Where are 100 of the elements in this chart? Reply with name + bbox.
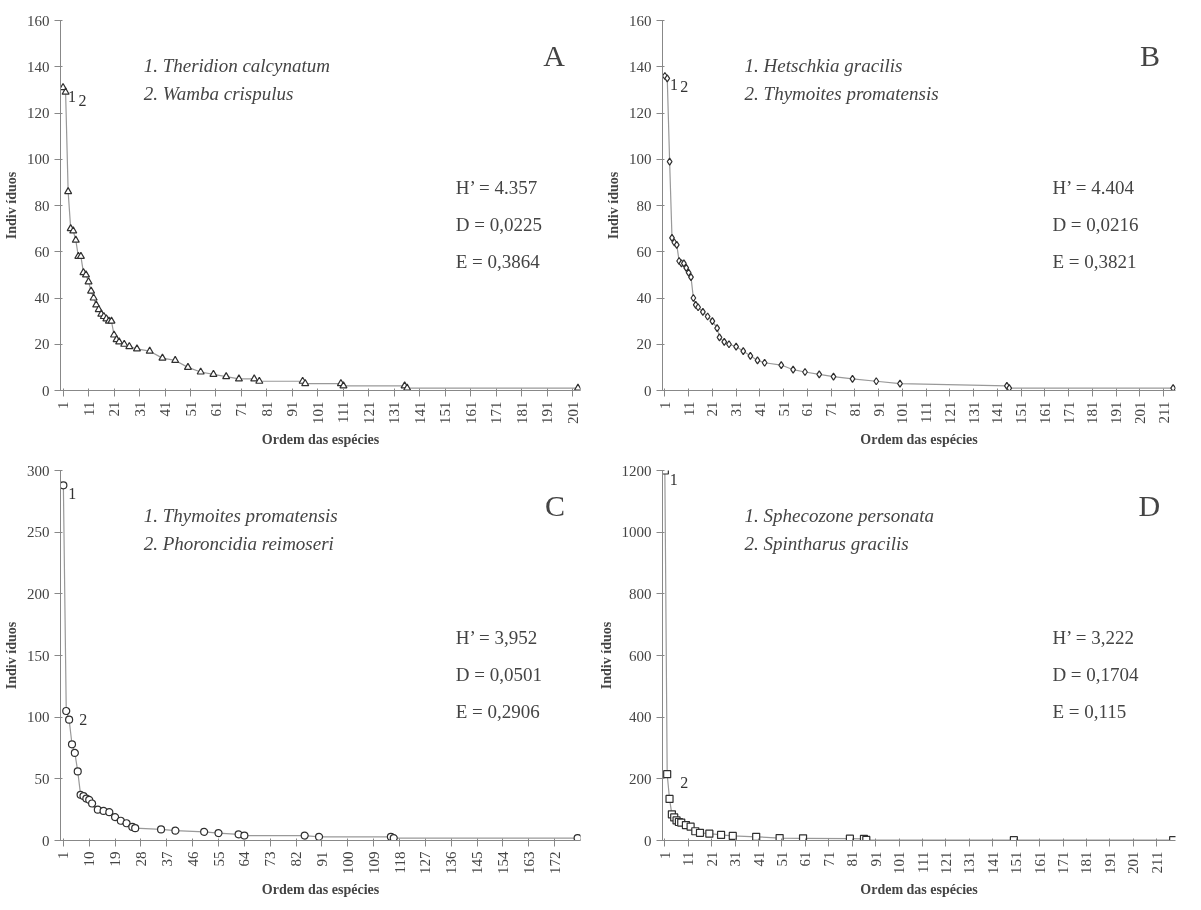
y-tick-label: 200 <box>27 585 50 602</box>
x-tick-label: 191 <box>539 401 556 424</box>
text: A <box>543 39 566 73</box>
annotation: 2. Spintharus gracilis <box>744 532 909 554</box>
y-tick-label: 200 <box>629 770 652 787</box>
y-tick-label: 120 <box>629 105 652 121</box>
x-tick-label: 73 <box>262 851 279 867</box>
y-tick-label: 60 <box>34 243 50 260</box>
y-tick-label: 0 <box>42 832 50 849</box>
annotation: 2 <box>680 774 689 792</box>
x-tick-label: 31 <box>131 401 148 417</box>
x-tick-label: 55 <box>210 851 227 867</box>
x-tick-label: 21 <box>704 401 721 417</box>
x-tick-label: 121 <box>360 401 377 424</box>
annotation: 2 <box>78 92 87 110</box>
annotation: E = 0,115 <box>1052 701 1127 723</box>
y-tick-label: 120 <box>27 105 50 121</box>
y-axis-title: Indiv íduos <box>4 171 19 240</box>
x-tick-label: 28 <box>132 851 149 867</box>
x-tick-label: 64 <box>236 851 253 867</box>
y-tick-label: 80 <box>636 197 652 214</box>
x-tick-label: 171 <box>1055 851 1072 874</box>
x-tick-label: 37 <box>158 851 175 867</box>
annotation: 1. Sphecozone personata <box>744 505 935 526</box>
y-tick-label: 400 <box>629 709 652 726</box>
x-tick-label: 171 <box>488 401 505 424</box>
x-tick-label: 111 <box>335 401 352 423</box>
x-tick-label: 91 <box>870 401 887 417</box>
x-tick-label: 41 <box>751 401 768 417</box>
x-tick-label: 145 <box>469 851 486 874</box>
annotation: 1 <box>68 485 77 503</box>
annotation: 1 <box>669 470 678 488</box>
x-tick-label: 141 <box>411 401 428 424</box>
x-axis-title: Ordem das espécies <box>261 432 380 447</box>
annotation: H’ = 4.404 <box>1052 177 1135 199</box>
y-tick-label: 0 <box>644 382 652 399</box>
y-tick-label: 160 <box>27 12 50 29</box>
y-tick-label: 0 <box>42 382 50 399</box>
x-tick-label: 101 <box>891 851 908 874</box>
x-tick-label: 31 <box>728 401 745 417</box>
annotation: 2 <box>680 78 689 96</box>
x-tick-label: 161 <box>1031 851 1048 874</box>
y-tick-label: 20 <box>34 336 50 353</box>
x-tick-label: 41 <box>750 851 767 867</box>
x-axis-title: Ordem das espécies <box>261 882 380 897</box>
y-tick-label: 140 <box>27 58 50 75</box>
y-tick-label: 20 <box>636 336 652 353</box>
annotation: H’ = 3,952 <box>455 627 538 649</box>
x-tick-label: 1 <box>656 851 673 859</box>
x-tick-label: 71 <box>823 401 840 417</box>
x-tick-label: 151 <box>1008 851 1025 874</box>
x-tick-label: 201 <box>1131 401 1148 424</box>
y-tick-label: 40 <box>34 290 50 306</box>
x-tick-label: 51 <box>775 401 792 417</box>
x-tick-label: 141 <box>984 851 1001 874</box>
x-tick-label: 19 <box>107 851 124 867</box>
x-tick-label: 10 <box>81 851 98 867</box>
x-tick-label: 201 <box>1125 851 1142 874</box>
y-axis-title: Indiv íduos <box>598 621 614 690</box>
y-tick-label: 150 <box>27 647 50 664</box>
x-tick-label: 11 <box>680 851 697 866</box>
x-tick-label: 41 <box>157 401 174 417</box>
x-tick-label: 11 <box>680 401 697 416</box>
x-tick-label: 61 <box>797 851 814 867</box>
x-tick-label: 91 <box>313 851 330 867</box>
y-tick-label: 160 <box>629 12 652 29</box>
x-tick-label: 109 <box>365 851 382 874</box>
y-tick-label: 1200 <box>621 462 652 479</box>
x-tick-label: 100 <box>339 851 356 874</box>
x-tick-label: 51 <box>773 851 790 867</box>
x-axis-title: Ordem das espécies <box>860 882 979 897</box>
y-tick-label: 250 <box>27 524 50 541</box>
x-tick-label: 82 <box>288 851 305 867</box>
annotation: 2 <box>79 711 88 728</box>
x-tick-label: 118 <box>391 851 408 874</box>
x-tick-label: 61 <box>799 401 816 417</box>
annotation: E = 0,3864 <box>455 251 541 273</box>
x-tick-label: 51 <box>182 401 199 417</box>
y-tick-label: 60 <box>636 243 652 260</box>
x-tick-label: 121 <box>941 401 958 424</box>
x-tick-label: 131 <box>961 851 978 874</box>
x-tick-label: 181 <box>1084 401 1101 424</box>
y-tick-label: 0 <box>644 832 652 849</box>
y-tick-label: 600 <box>629 647 652 664</box>
annotation: E = 0,3821 <box>1052 251 1137 273</box>
y-tick-label: 100 <box>27 151 50 168</box>
x-tick-label: 161 <box>462 401 479 424</box>
y-tick-label: 1000 <box>621 524 652 541</box>
x-tick-label: 141 <box>989 401 1006 424</box>
x-tick-label: 172 <box>546 851 563 874</box>
annotation: H’ = 3,222 <box>1052 627 1134 649</box>
x-tick-label: 181 <box>1078 851 1095 874</box>
x-tick-label: 31 <box>727 851 744 867</box>
x-tick-label: 163 <box>520 851 537 874</box>
annotation: D = 0,0216 <box>1052 214 1139 236</box>
annotation: 1. Thymoites promatensis <box>143 505 338 526</box>
x-tick-label: 181 <box>513 401 530 424</box>
x-tick-label: 171 <box>1060 401 1077 424</box>
x-tick-label: 1 <box>55 401 72 409</box>
annotation: 2. Wamba crispulus <box>143 82 294 104</box>
